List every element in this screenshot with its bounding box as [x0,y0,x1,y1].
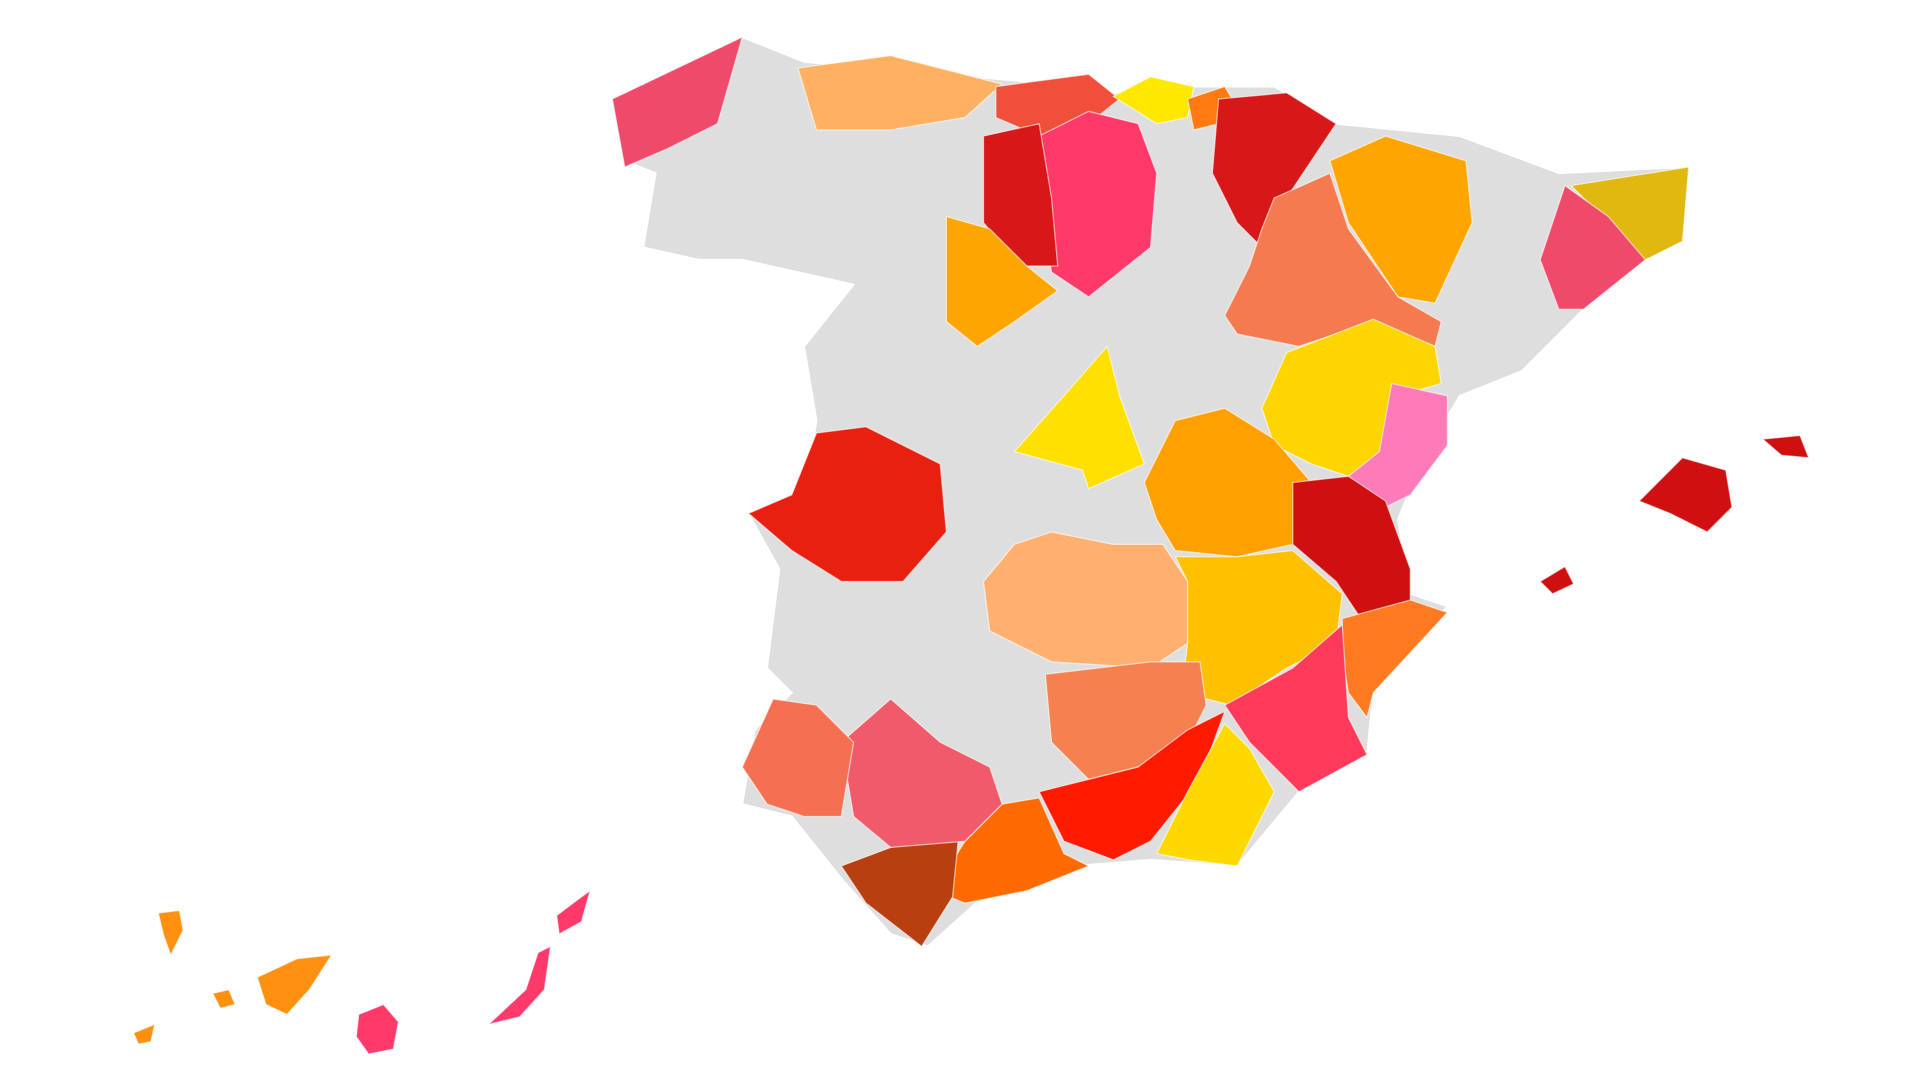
province [1329,135,1473,304]
province [840,698,1003,849]
province [1347,382,1449,508]
province [945,215,1059,348]
regions [132,35,1810,1055]
province [1223,623,1368,793]
province [741,698,855,818]
province [982,122,1059,267]
province [1013,345,1146,490]
province [797,55,1004,131]
province [1539,184,1647,310]
province [1341,599,1449,719]
province [747,426,948,583]
province [1174,549,1343,706]
province [1155,722,1275,867]
province [611,35,744,168]
province [486,889,592,1026]
province [1539,434,1810,595]
province [132,909,333,1045]
province [355,1003,400,1055]
